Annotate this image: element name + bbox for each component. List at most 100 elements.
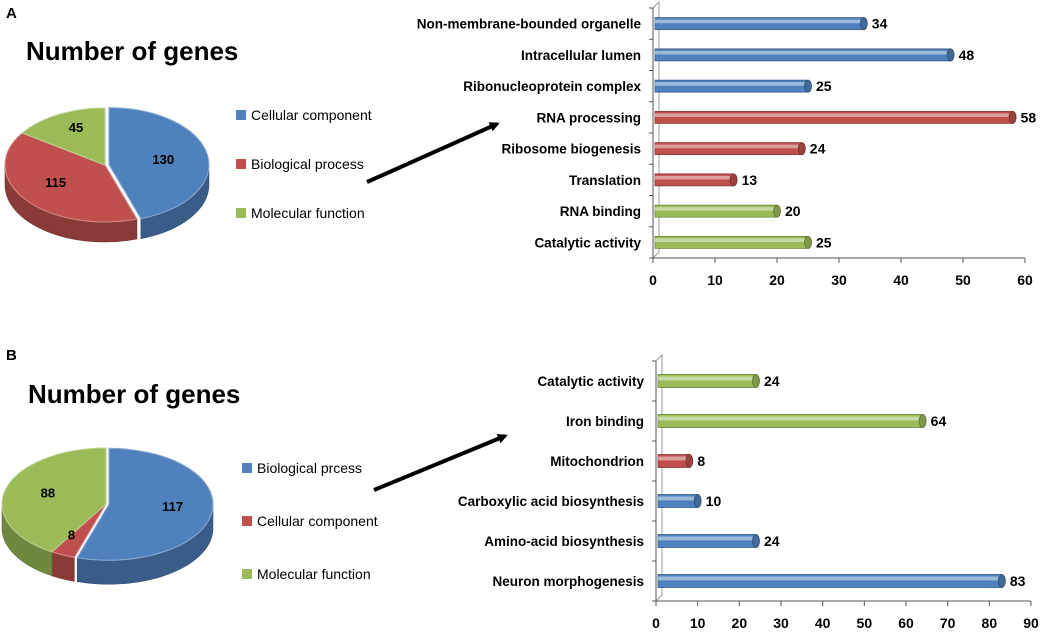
panel-b-x-tick-label: 60 — [898, 615, 914, 631]
panel-a-bar-highlight-ribonucleoprotein-complex — [655, 82, 808, 86]
panel-b-bar-cap-neuron-morphogenesis — [997, 574, 1006, 588]
panel-a-legend-swatch-molecular-function — [236, 208, 246, 218]
panel-a-bar-non-membrane-bounded-organelle — [654, 17, 865, 31]
panel-a-bar-chart: 0 10 20 30 40 50 60 Non-membrane-bounded organe… — [417, 0, 1037, 288]
panel-a-legend-label-biological-process: Biological process — [251, 156, 364, 172]
panel-a-bar-translation — [654, 173, 734, 187]
panel-b-pie-title: Number of genes — [28, 379, 240, 409]
panel-b-x-tick-label: 80 — [982, 615, 998, 631]
panel-b-label: B — [6, 347, 17, 364]
panel-a-x-tick-label: 30 — [831, 272, 847, 288]
panel-a-legend-label-molecular-function: Molecular function — [251, 205, 365, 221]
panel-a-legend: Cellular component Biological process Mole… — [236, 107, 372, 221]
panel-b-legend-label-biological-prcess: Biological prcess — [257, 460, 362, 476]
panel-a-bar-highlight-rna-binding — [655, 207, 777, 211]
panel-b-category-label-catalytic-activity: Catalytic activity — [537, 374, 644, 389]
panel-b-x-tick-label: 10 — [690, 615, 706, 631]
panel-a-bar-cap-rna-binding — [773, 204, 781, 218]
panel-a-bar-highlight-intracellular-lumen — [655, 50, 951, 55]
panel-a-bar-rna-binding — [654, 204, 778, 218]
panel-b-x-tick-label: 40 — [815, 615, 831, 631]
panel-b-bar-chart: 0 10 20 30 40 50 60 70 80 90 Catalytic activity 24 I… — [458, 353, 1039, 631]
panel-b-bar-cap-amino-acid-biosynthesis — [752, 534, 760, 548]
panel-b-x-tick-label: 70 — [940, 615, 956, 631]
panel-a-bar-cap-non-membrane-bounded-organelle — [859, 17, 868, 31]
panel-a-legend-swatch-biological-process — [236, 159, 246, 169]
panel-a-bar-cap-ribosome-biogenesis — [797, 142, 806, 156]
panel-b-bar-amino-acid-biosynthesis — [657, 534, 757, 548]
panel-b-pie-slice-molecular-function — [1, 447, 107, 553]
panel-b-value-label-carboxylic-acid-biosynthesis: 10 — [706, 493, 722, 509]
panel-a-x-tick-label: 20 — [769, 272, 785, 288]
panel-b-category-label-mitochondrion: Mitochondrion — [550, 454, 644, 469]
panel-a-pie-slice-cellular-component — [108, 107, 210, 220]
panel-b-value-label-amino-acid-biosynthesis: 24 — [764, 533, 780, 549]
panel-a-value-label-ribonucleoprotein-complex: 25 — [816, 78, 832, 94]
panel-b-legend-label-molecular-function: Molecular function — [257, 566, 371, 582]
panel-b-arrow — [373, 434, 508, 492]
panel-a-bar-cap-intracellular-lumen — [946, 48, 955, 62]
panel-a-category-label-non-membrane-bounded-organelle: Non-membrane-bounded organelle — [417, 17, 642, 32]
panel-a-legend-label-cellular-component: Cellular component — [251, 107, 372, 123]
panel-b-bar-wall — [655, 353, 663, 602]
panel-a-value-label-rna-binding: 20 — [785, 203, 801, 219]
panel-a-category-label-ribosome-biogenesis: Ribosome biogenesis — [501, 142, 641, 157]
panel-b-bar-cap-catalytic-activity — [752, 374, 760, 388]
panel-b-x-tick-label: 50 — [857, 615, 873, 631]
panel-a-category-label-catalytic-activity: Catalytic activity — [534, 235, 641, 250]
panel-b-category-label-iron-binding: Iron binding — [566, 414, 644, 429]
panel-a-x-tick-label: 0 — [649, 272, 657, 288]
panel-b-bar-highlight-catalytic-activity — [658, 376, 756, 381]
panel-a-bar-highlight-translation — [655, 175, 734, 180]
panel-b-x-tick-label: 20 — [732, 615, 748, 631]
panel-a-value-label-rna-processing: 58 — [1021, 109, 1037, 125]
panel-a-category-label-intracellular-lumen: Intracellular lumen — [521, 48, 641, 63]
panel-a-bar-ribosome-biogenesis — [654, 142, 803, 156]
panel-b-bar-highlight-carboxylic-acid-biosynthesis — [658, 496, 698, 501]
panel-a-category-label-rna-processing: RNA processing — [536, 110, 641, 125]
panel-b-pie-label-molecular-function: 88 — [41, 486, 55, 501]
panel-a-category-label-rna-binding: RNA binding — [560, 204, 641, 219]
panel-b-bar-neuron-morphogenesis — [657, 574, 1003, 588]
panel-a-bar-cap-translation — [729, 173, 738, 187]
panel-b-legend: Biological prcess Cellular component Molec… — [242, 460, 378, 582]
panel-a-bar-cap-rna-processing — [1008, 110, 1017, 124]
panel-a-x-tick-label: 40 — [893, 272, 909, 288]
panel-b-legend-label-cellular-component: Cellular component — [257, 513, 378, 529]
panel-a-bar-intracellular-lumen — [654, 48, 952, 62]
panel-b-bar-highlight-mitochondrion — [658, 456, 690, 461]
panel-b-bar-carboxylic-acid-biosynthesis — [657, 494, 699, 508]
panel-b-x-tick-label: 30 — [773, 615, 789, 631]
panel-b-legend-swatch-molecular-function — [242, 569, 252, 579]
panel-b-legend-swatch-cellular-component — [242, 516, 252, 526]
panel-a-arrow — [366, 122, 500, 184]
panel-a-category-label-ribonucleoprotein-complex: Ribonucleoprotein complex — [463, 79, 641, 94]
panel-a-bar-highlight-catalytic-activity — [655, 238, 808, 242]
panel-a-pie-label-biological-process: 115 — [45, 175, 66, 190]
panel-a-pie-slice-molecular-function — [21, 107, 106, 166]
panel-a-x-tick-label: 50 — [955, 272, 971, 288]
panel-a-bar-highlight-ribosome-biogenesis — [655, 144, 802, 149]
panel-a-value-label-ribosome-biogenesis: 24 — [810, 141, 826, 157]
panel-b-category-label-carboxylic-acid-biosynthesis: Carboxylic acid biosynthesis — [458, 494, 644, 509]
panel-b-category-label-neuron-morphogenesis: Neuron morphogenesis — [492, 574, 644, 589]
panel-a-pie-chart: 130 115 45 — [4, 107, 210, 243]
panel-a-bar-cap-ribonucleoprotein-complex — [804, 79, 812, 93]
panel-b-pie-slice-biological-prcess — [76, 447, 214, 561]
panel-b-bar-iron-binding — [657, 414, 924, 428]
panel-a-bar-wall — [652, 0, 660, 259]
panel-a-pie-label-molecular-function: 45 — [69, 120, 83, 135]
panel-a-bar-rna-processing — [654, 110, 1014, 124]
panel-a-bar-ribonucleoprotein-complex — [654, 79, 809, 93]
panel-a-value-label-catalytic-activity: 25 — [816, 234, 832, 250]
panel-b-x-tick-label: 90 — [1023, 615, 1039, 631]
panel-a-bar-catalytic-activity — [654, 235, 809, 249]
panel-a-pie-label-cellular-component: 130 — [152, 152, 174, 167]
panel-a-value-label-translation: 13 — [742, 172, 758, 188]
panel-a-value-label-non-membrane-bounded-organelle: 34 — [872, 16, 888, 32]
panel-b-bar-highlight-amino-acid-biosynthesis — [658, 536, 756, 541]
